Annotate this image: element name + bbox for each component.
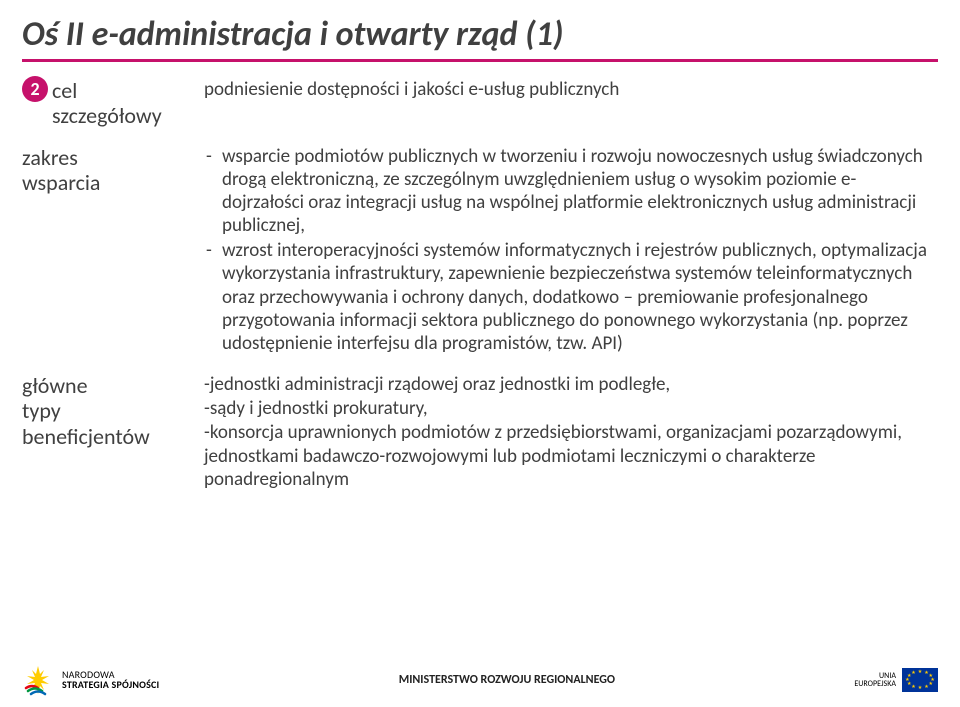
- label: zakres wsparcia: [22, 145, 100, 196]
- footer-left-text: NARODOWA STRATEGIA SPÓJNOŚCI: [62, 670, 159, 691]
- label-line: główne: [22, 372, 88, 399]
- list-item: wsparcie podmiotów publicznych w tworzen…: [204, 145, 938, 238]
- eu-flag-icon: ★ ★ ★ ★ ★ ★ ★ ★ ★ ★ ★ ★: [902, 668, 938, 692]
- page-title: Oś II e-administracja i otwarty rząd (1): [22, 14, 938, 55]
- label-line: zakres: [22, 144, 78, 171]
- footer-left-l2: STRATEGIA SPÓJNOŚCI: [62, 680, 159, 691]
- list-item: wzrost interoperacyjności systemów infor…: [204, 239, 938, 355]
- footer: NARODOWA STRATEGIA SPÓJNOŚCI MINISTERSTW…: [0, 653, 960, 707]
- zakres-list: wsparcie podmiotów publicznych w tworzen…: [204, 145, 938, 356]
- line: -konsorcja uprawnionych podmiotów z prze…: [204, 421, 938, 491]
- row-zakres: zakres wsparcia wsparcie podmiotów publi…: [22, 135, 938, 358]
- beneficjenci-lines: -jednostki administracji rządowej oraz j…: [204, 373, 938, 491]
- row-beneficjenci: główne typy beneficjentów -jednostki adm…: [22, 363, 938, 492]
- label-line: typy: [22, 397, 61, 424]
- footer-right: UNIA EUROPEJSKA ★ ★ ★ ★ ★ ★ ★ ★ ★ ★ ★ ★: [854, 668, 938, 692]
- label-line: szczegółowy: [52, 102, 162, 129]
- label: cel szczegółowy: [52, 78, 162, 129]
- label-line: wsparcia: [22, 169, 100, 196]
- title-underline: [22, 59, 938, 62]
- line: -jednostki administracji rządowej oraz j…: [204, 373, 938, 396]
- footer-center: MINISTERSTWO ROZWOJU REGIONALNEGO: [159, 673, 854, 687]
- number-badge: 2: [22, 76, 48, 102]
- nss-logo-icon: [22, 664, 54, 696]
- label-line: cel: [52, 77, 77, 104]
- content-table: 2 cel szczegółowy podniesienie dostępnoś…: [0, 66, 960, 498]
- line: -sądy i jednostki prokuratury,: [204, 397, 938, 420]
- footer-right-text: UNIA EUROPEJSKA: [854, 672, 896, 689]
- cel-value: podniesienie dostępności i jakości e-usł…: [204, 78, 938, 101]
- footer-left: NARODOWA STRATEGIA SPÓJNOŚCI: [22, 664, 159, 696]
- header: Oś II e-administracja i otwarty rząd (1): [0, 0, 960, 66]
- label: główne typy beneficjentów: [22, 373, 150, 449]
- row-cel: 2 cel szczegółowy podniesienie dostępnoś…: [22, 78, 938, 129]
- footer-right-l2: EUROPEJSKA: [854, 680, 896, 688]
- label-line: beneficjentów: [22, 423, 150, 450]
